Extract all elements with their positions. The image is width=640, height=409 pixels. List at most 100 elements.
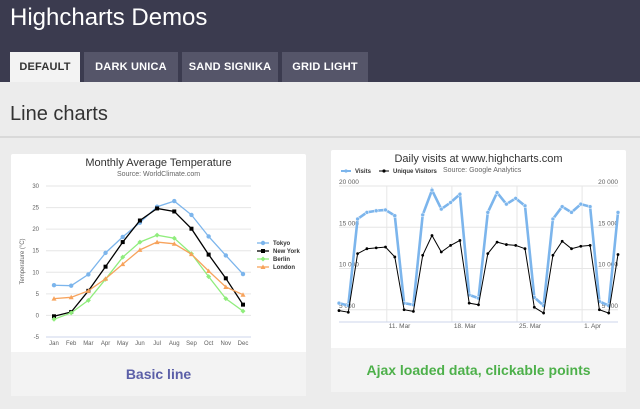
y-tick-label: 30 (32, 184, 39, 190)
chart-title: Daily visits at www.highcharts.com (394, 153, 563, 165)
x-tick-label: Feb (66, 341, 77, 347)
x-tick-label: Nov (220, 341, 231, 347)
data-point (189, 226, 194, 231)
data-point (120, 254, 126, 260)
y-tick-label: 10 000 (598, 262, 618, 269)
data-point (457, 192, 463, 197)
x-tick-label: Jul (153, 341, 161, 347)
data-point (494, 190, 500, 195)
data-point (615, 210, 621, 215)
y-tick-label: 20 000 (598, 179, 618, 186)
data-point (223, 296, 229, 302)
data-point (171, 241, 177, 246)
card-link-basic-line[interactable]: Basic line (11, 352, 306, 396)
data-point (155, 206, 160, 211)
header-bar: Highcharts Demos DEFAULT DARK UNICA SAND… (0, 0, 640, 82)
data-point (223, 253, 229, 258)
data-point (578, 201, 584, 207)
data-point (485, 210, 491, 215)
data-point (103, 276, 109, 281)
data-point (172, 198, 177, 204)
y-tick-label: 15 (32, 249, 39, 255)
data-point (429, 187, 435, 193)
data-point (542, 311, 545, 315)
data-point (449, 244, 452, 247)
x-tick-label: 18. Mar (454, 323, 477, 330)
y-tick-label: 20 (32, 227, 39, 233)
chart-card-ajax-data[interactable]: Daily visits at www.highcharts.com Sourc… (331, 150, 626, 392)
data-point (68, 310, 74, 316)
legend-marker (260, 256, 266, 262)
tab-dark-unica[interactable]: DARK UNICA (84, 52, 178, 82)
legend-marker (344, 169, 348, 173)
data-point (120, 240, 125, 245)
data-point (448, 200, 453, 205)
data-point (439, 206, 444, 212)
data-point (393, 255, 397, 259)
data-point (504, 201, 509, 207)
legend-marker (261, 249, 265, 253)
legend-label: Berlin (273, 257, 290, 263)
data-point (514, 244, 518, 247)
data-point (430, 234, 434, 237)
data-point (223, 276, 228, 281)
data-point (559, 204, 565, 209)
data-point (550, 216, 556, 222)
chart-basic-line: -5 0 5 10 15 20 25 30 Temperature (°C) Jan Feb Mar A… (20, 184, 300, 347)
data-point (154, 239, 160, 245)
chart-subtitle: Source: WorldClimate.com (116, 171, 201, 178)
data-point (68, 294, 74, 300)
data-point (240, 271, 246, 277)
data-point (421, 253, 425, 257)
data-point (532, 305, 536, 309)
legend-label: London (273, 265, 295, 271)
data-point (365, 247, 369, 251)
data-point (495, 240, 499, 244)
legend-marker (382, 169, 386, 173)
data-point (384, 245, 387, 249)
data-point (569, 210, 574, 215)
data-point (206, 252, 211, 257)
data-point (137, 218, 142, 223)
y-tick-label: -5 (34, 335, 40, 341)
data-point (137, 239, 143, 245)
data-point (505, 243, 508, 246)
data-point (392, 213, 398, 218)
data-point (355, 216, 360, 222)
data-point (523, 247, 527, 251)
data-point (103, 250, 108, 256)
data-point (356, 252, 359, 256)
x-tick-label: Aug (169, 341, 180, 347)
x-tick-label: May (117, 341, 128, 347)
x-tick-label: Jun (135, 341, 145, 347)
data-point (337, 309, 341, 312)
data-point (85, 288, 91, 293)
data-point (364, 210, 370, 215)
series-line (53, 234, 244, 320)
x-tick-label: 1. Apr (584, 323, 602, 330)
data-point (458, 239, 462, 242)
y-tick-label: 0 (36, 313, 40, 319)
x-tick-label: Dec (238, 341, 249, 347)
data-point (598, 308, 601, 312)
data-point (240, 292, 246, 297)
legend-marker (260, 240, 266, 246)
tab-grid-light[interactable]: GRID LIGHT (282, 52, 368, 82)
series-line (338, 234, 619, 314)
x-tick-label: Jan (49, 341, 59, 347)
data-point (522, 203, 528, 209)
data-point (206, 274, 212, 280)
chart-card-basic-line[interactable]: Monthly Average Temperature Source: Worl… (11, 154, 306, 396)
data-point (477, 303, 480, 307)
data-point (420, 212, 425, 218)
x-tick-label: Oct (204, 341, 214, 347)
legend-label: Tokyo (273, 241, 291, 247)
tab-default[interactable]: DEFAULT (10, 52, 80, 82)
card-link-ajax-data[interactable]: Ajax loaded data, clickable points (331, 348, 626, 392)
tab-sand-signika[interactable]: SAND SIGNIKA (182, 52, 278, 82)
data-point (570, 247, 573, 251)
data-point (607, 311, 611, 315)
data-point (439, 250, 443, 254)
data-point (154, 232, 160, 238)
data-point (206, 268, 212, 273)
